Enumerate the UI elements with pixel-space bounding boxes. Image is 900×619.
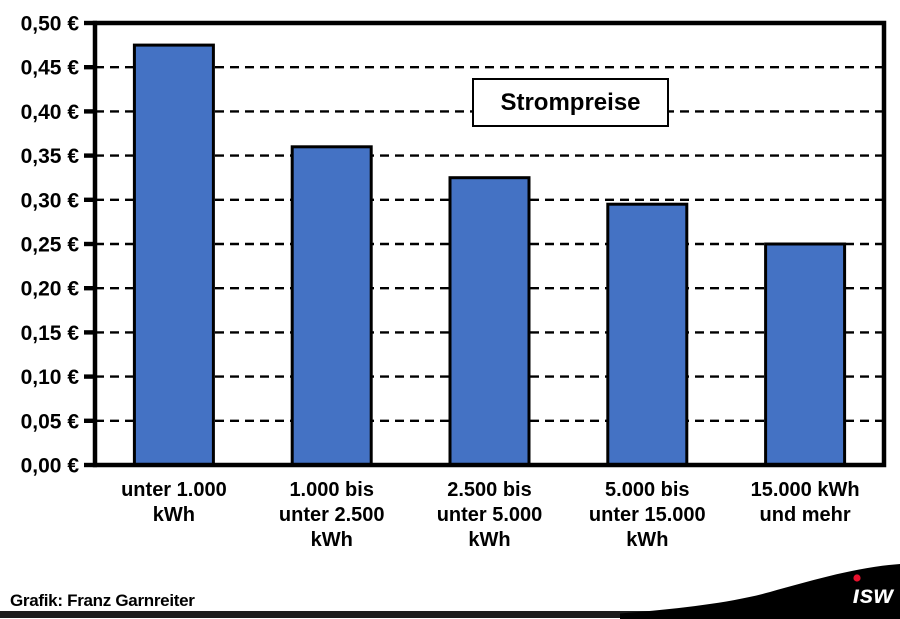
chart-title-box: Strompreise xyxy=(472,78,669,127)
x-category-label-2: 1.000 bis unter 2.500 kWh xyxy=(279,479,385,551)
y-axis-tick xyxy=(84,330,97,335)
y-axis-tick xyxy=(84,65,97,70)
y-axis-tick xyxy=(84,286,97,291)
chart-title: Strompreise xyxy=(500,88,641,116)
isw-logo-swoosh-shape xyxy=(620,564,900,619)
isw-logo-text: ısw xyxy=(853,581,895,609)
y-tick-label: 0,20 € xyxy=(21,278,80,301)
credit-text: Grafik: Franz Garnreiter xyxy=(10,591,195,610)
y-axis-tick xyxy=(84,374,97,379)
y-tick-label: 0,05 € xyxy=(21,410,80,433)
bar-4 xyxy=(606,202,689,467)
x-category-label-1: unter 1.000 kWh xyxy=(121,479,227,526)
y-tick-label: 0,25 € xyxy=(21,234,80,257)
y-axis-tick xyxy=(84,418,97,423)
y-tick-label: 0,45 € xyxy=(21,57,80,80)
x-category-label-3: 2.500 bis unter 5.000 kWh xyxy=(437,479,543,551)
y-axis-tick xyxy=(84,197,97,202)
isw-logo-red-dot xyxy=(853,574,861,582)
y-tick-label: 0,15 € xyxy=(21,322,80,345)
y-tick-label: 0,10 € xyxy=(21,366,80,389)
y-axis-tick xyxy=(84,109,97,114)
y-tick-label: 0,30 € xyxy=(21,189,80,212)
isw-logo: ısw xyxy=(620,564,900,619)
x-category-label-4: 5.000 bis unter 15.000 kWh xyxy=(589,479,706,551)
bar-5 xyxy=(764,242,847,467)
y-tick-label: 0,50 € xyxy=(21,13,80,36)
y-axis-tick xyxy=(84,462,97,468)
y-axis-tick xyxy=(84,241,97,247)
bar-2 xyxy=(290,145,373,467)
x-category-label-5: 15.000 kWh und mehr xyxy=(751,479,860,526)
y-tick-label: 0,00 € xyxy=(21,455,80,478)
y-tick-label: 0,35 € xyxy=(21,145,80,168)
strompreise-bar-chart: 0,00 € 0,05 € 0,10 € 0,15 € 0,20 € 0,25 € 0,30… xyxy=(21,13,887,551)
y-tick-label: 0,40 € xyxy=(21,101,80,124)
y-axis-tick xyxy=(84,20,97,26)
bottom-rule xyxy=(0,611,900,618)
y-axis-tick xyxy=(84,153,97,158)
bar-3 xyxy=(448,176,531,467)
bar-1 xyxy=(132,43,215,467)
